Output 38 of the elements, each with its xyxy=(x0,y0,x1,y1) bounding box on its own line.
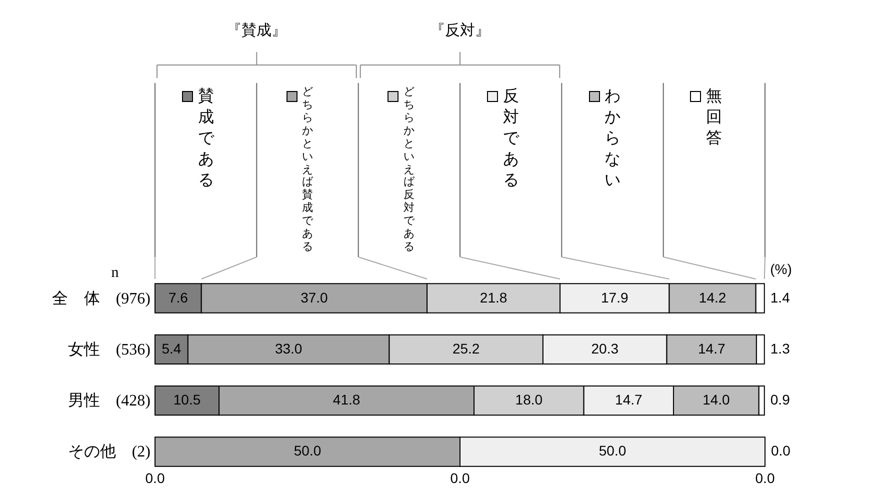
data-label: 50.0 xyxy=(598,442,626,459)
annotation: 0.0 xyxy=(755,470,775,486)
data-label: 41.8 xyxy=(332,392,360,408)
data-label: 17.9 xyxy=(601,289,628,306)
data-label: 21.8 xyxy=(480,289,508,306)
y-tick-label: 全 体 (976) xyxy=(52,290,150,308)
y-tick-label: その他 (2) xyxy=(68,444,150,461)
data-label: 0.0 xyxy=(771,442,791,459)
data-label: 14.7 xyxy=(698,340,726,356)
annotation: 0.0 xyxy=(450,470,470,486)
data-label: 33.0 xyxy=(274,340,302,356)
data-label: 10.5 xyxy=(173,392,201,408)
data-label: 14.7 xyxy=(615,392,642,408)
data-label: 37.0 xyxy=(300,289,328,306)
data-label: 50.0 xyxy=(294,442,322,459)
legend-label: 反対である xyxy=(502,86,519,191)
data-label: 0.9 xyxy=(770,392,790,408)
text: どちらかといえば賛成である xyxy=(302,86,313,254)
data-label: 5.4 xyxy=(162,340,182,356)
data-label: 1.3 xyxy=(770,340,790,356)
annotation: 0.0 xyxy=(145,470,165,486)
text: 『賛成』 xyxy=(226,22,287,39)
text: n xyxy=(111,265,120,281)
legend-label: 賛成である xyxy=(198,86,214,191)
text: 『反対』 xyxy=(430,22,490,39)
data-label: 25.2 xyxy=(452,340,480,356)
y-tick-label: 女性 (536) xyxy=(68,341,150,358)
data-label: 1.4 xyxy=(770,289,790,306)
data-label: 14.2 xyxy=(698,289,726,306)
data-label: 7.6 xyxy=(168,289,188,306)
data-label: 18.0 xyxy=(515,392,543,408)
y-tick-label: 男性 (428) xyxy=(68,392,150,410)
legend-label: わからない xyxy=(604,87,620,191)
text: (%) xyxy=(770,261,792,277)
text: どちらかといえば反対である xyxy=(404,86,415,254)
data-label: 14.0 xyxy=(702,392,730,408)
legend-label: 無回答 xyxy=(706,87,722,149)
data-label: 20.3 xyxy=(591,340,619,356)
